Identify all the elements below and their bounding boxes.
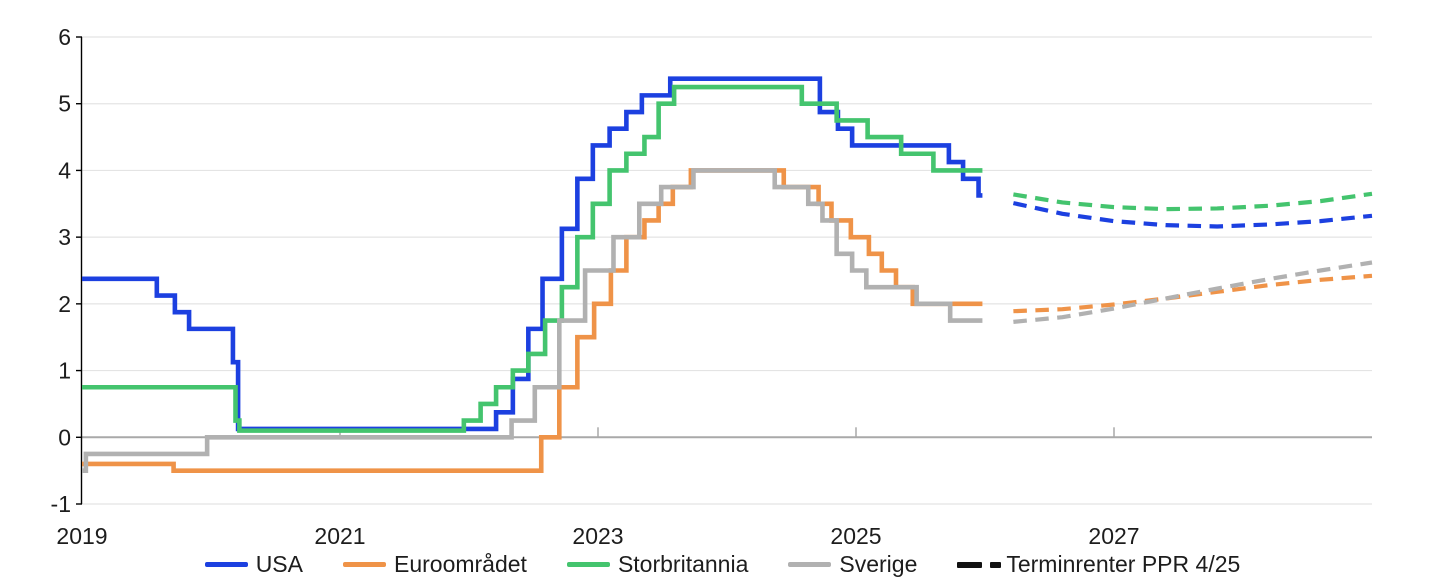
label-layer: 6 5 4 3 2 1 0 -1 2019 2021 2023 2025 2027 <box>51 24 1140 549</box>
usa-line-swatch <box>204 562 248 567</box>
euroomradet-line-swatch <box>342 562 386 567</box>
storbritannia-line-swatch <box>566 562 610 567</box>
legend-item-usa: USA <box>204 551 303 578</box>
legend-item-terminrenter: Terminrenter PPR 4/25 <box>957 551 1240 578</box>
legend-label-sverige: Sverige <box>839 551 918 577</box>
forward-line-uk <box>1013 191 1373 212</box>
forward-line-sweden <box>1013 260 1373 324</box>
x-tick-label: 2019 <box>56 523 107 549</box>
y-tick-label: 3 <box>58 224 71 250</box>
y-tick-label: 6 <box>58 24 71 50</box>
forward-line-usa <box>1012 201 1373 229</box>
sverige-line-swatch <box>788 562 832 567</box>
y-tick-label: 1 <box>58 358 71 384</box>
line-sweden <box>82 168 983 473</box>
x-tick-label: 2025 <box>830 523 881 549</box>
chart-legend: USA Euroområdet Storbritannia Sverige Te… <box>0 551 1445 578</box>
grid-layer <box>82 36 1372 505</box>
terminrenter-dash-swatch <box>957 561 1002 568</box>
y-tick-label: 2 <box>58 291 71 317</box>
x-tick-label: 2027 <box>1088 523 1139 549</box>
legend-label-usa: USA <box>255 551 303 577</box>
legend-item-storbritannia: Storbritannia <box>566 551 749 578</box>
y-tick-label: 0 <box>58 424 71 450</box>
line-usa <box>82 76 983 432</box>
y-tick-label: -1 <box>51 491 71 517</box>
x-tick-label: 2023 <box>572 523 623 549</box>
series-layer <box>82 76 1373 473</box>
legend-label-storbritannia: Storbritannia <box>617 551 749 577</box>
y-tick-label: 5 <box>58 91 71 117</box>
legend-item-sverige: Sverige <box>788 551 917 578</box>
legend-label-euroomradet: Euroområdet <box>393 551 527 577</box>
legend-item-euroomradet: Euroområdet <box>342 551 527 578</box>
x-tick-label: 2021 <box>314 523 365 549</box>
y-tick-label: 4 <box>58 157 71 183</box>
legend-label-terminrenter: Terminrenter PPR 4/25 <box>1006 551 1241 577</box>
line-uk <box>82 84 983 433</box>
line-euro <box>82 168 983 473</box>
